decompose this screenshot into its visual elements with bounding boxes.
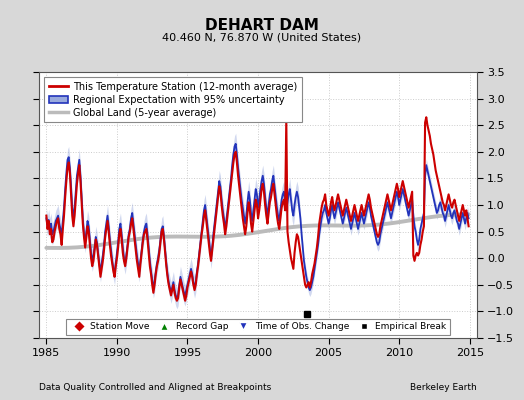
Text: 40.460 N, 76.870 W (United States): 40.460 N, 76.870 W (United States): [162, 32, 362, 42]
Text: Data Quality Controlled and Aligned at Breakpoints: Data Quality Controlled and Aligned at B…: [39, 383, 271, 392]
Text: Berkeley Earth: Berkeley Earth: [410, 383, 477, 392]
Text: DEHART DAM: DEHART DAM: [205, 18, 319, 33]
Legend: Station Move, Record Gap, Time of Obs. Change, Empirical Break: Station Move, Record Gap, Time of Obs. C…: [66, 318, 450, 335]
